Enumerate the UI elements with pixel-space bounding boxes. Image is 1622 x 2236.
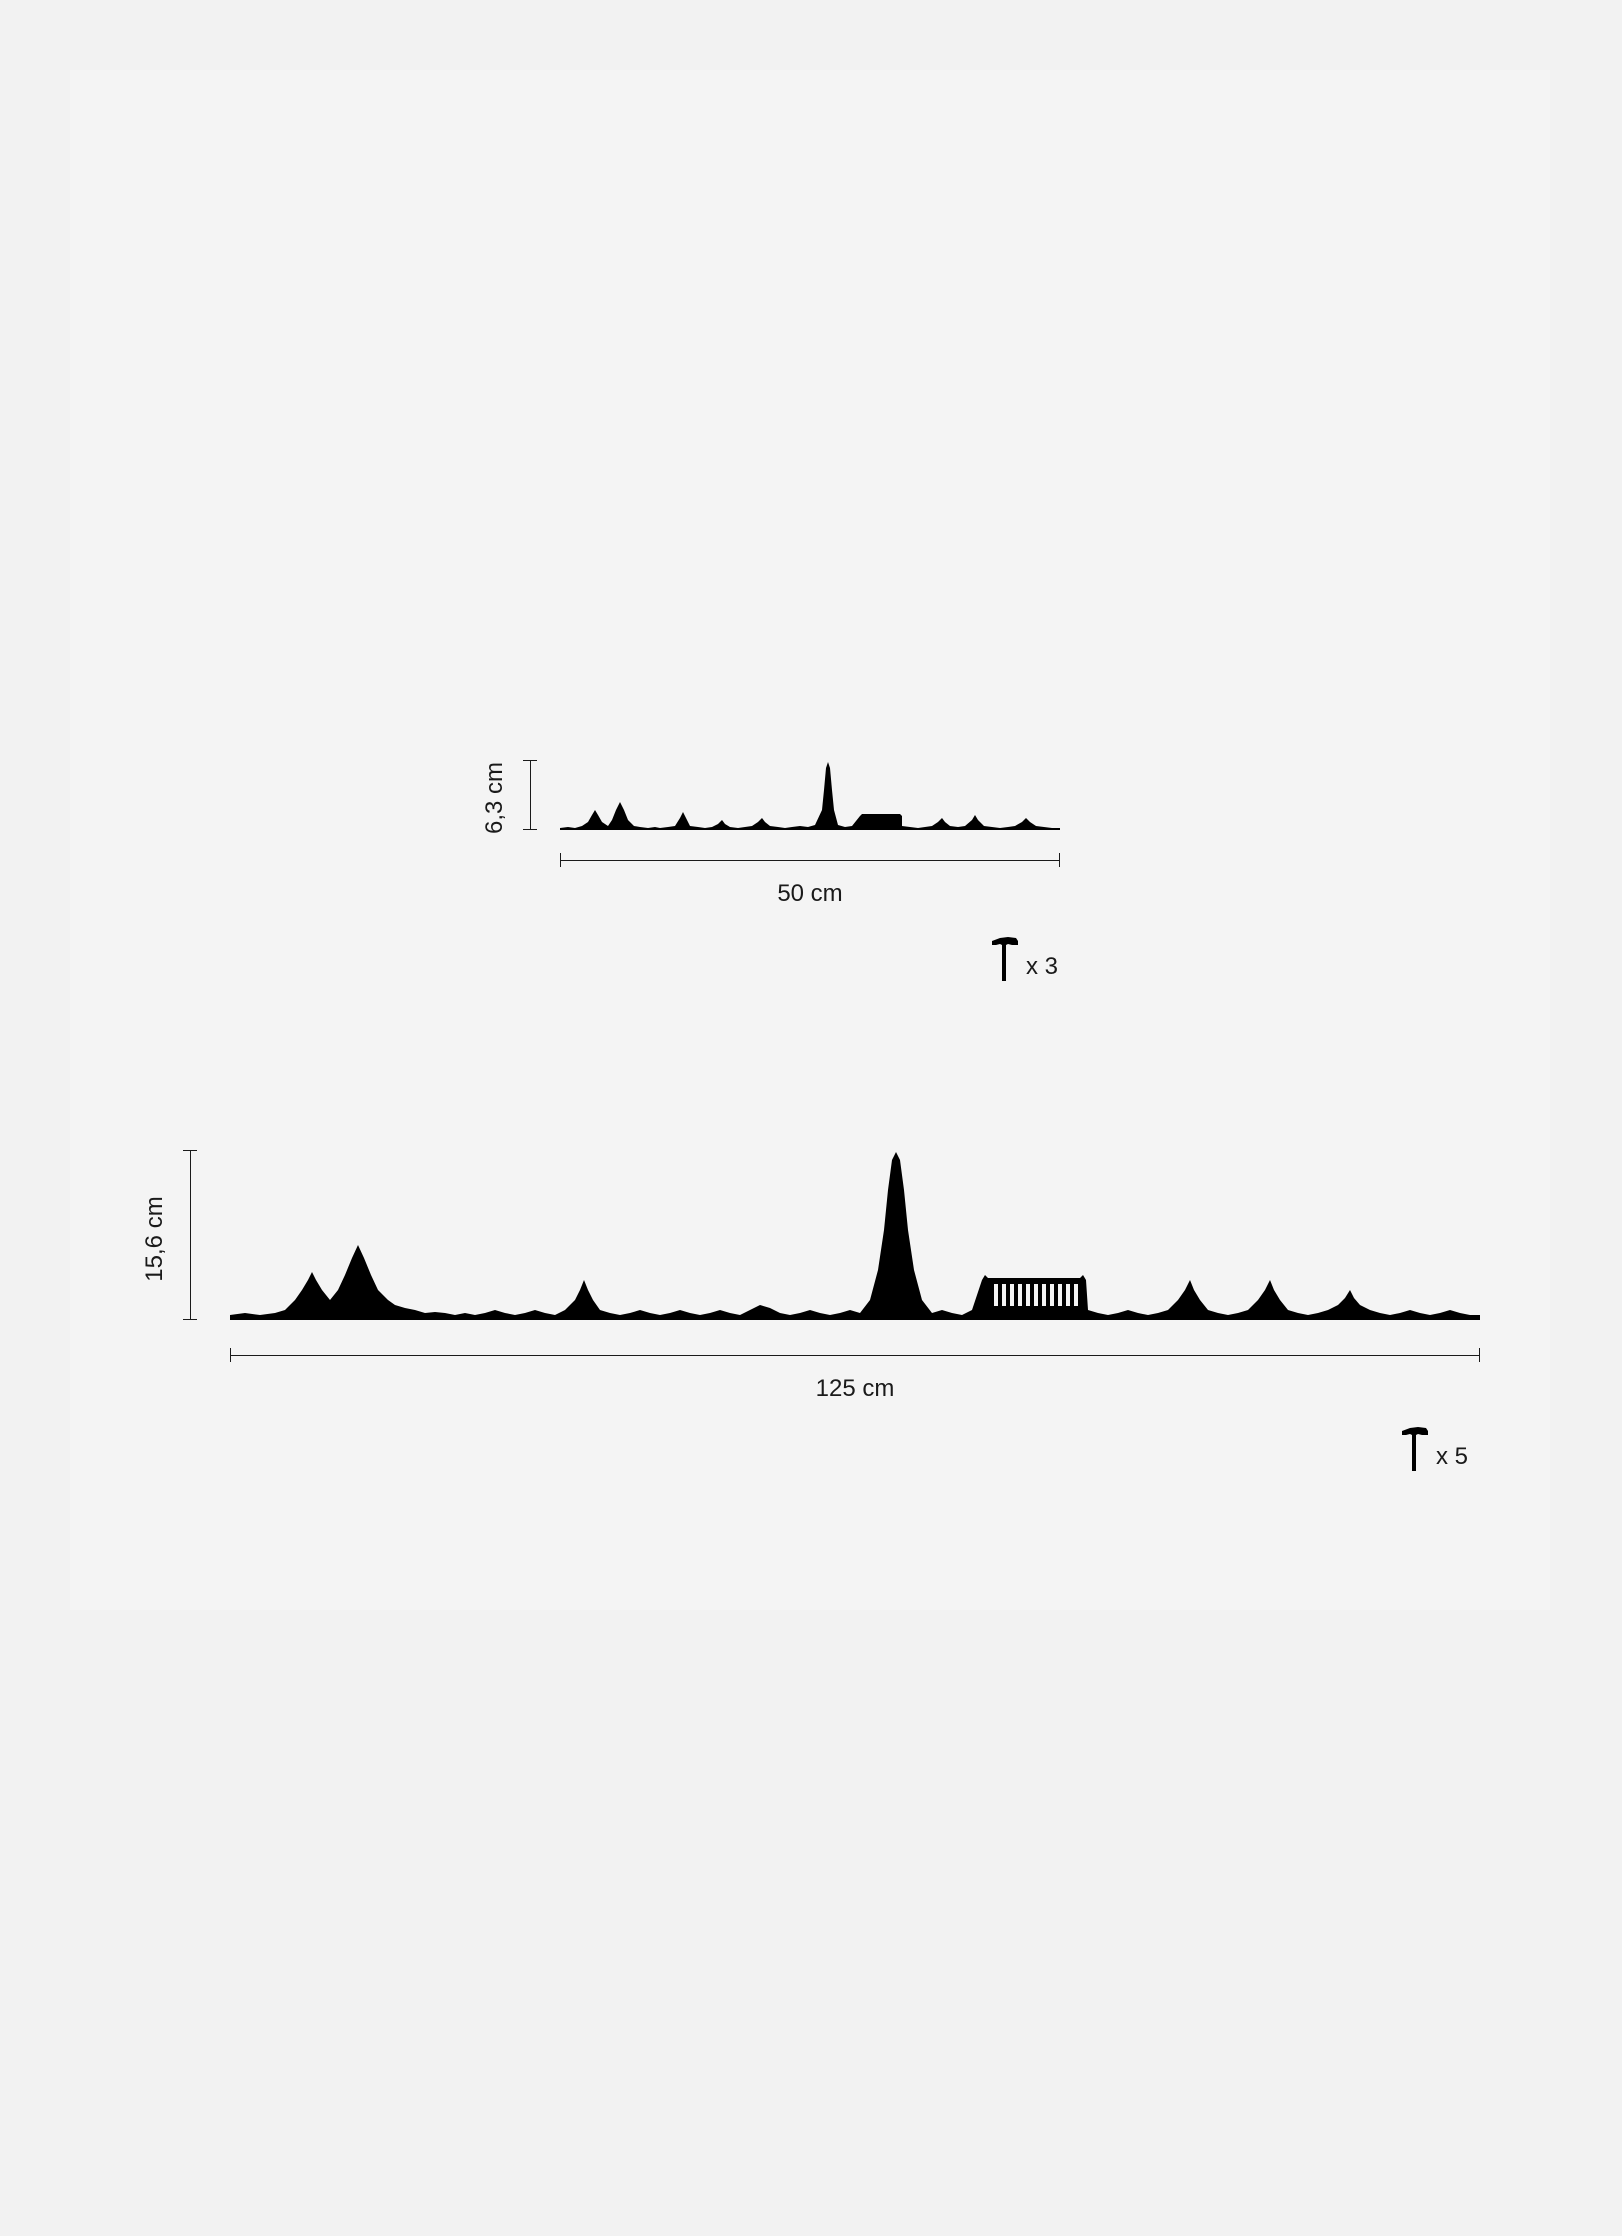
large-skyline-diagram: 15,6 cm 125 cm x 5 [120, 1130, 1500, 1550]
small-nails-count: x 3 [1026, 953, 1058, 983]
small-height-dim-line [530, 760, 531, 830]
small-width-label: 50 cm [560, 880, 1060, 908]
hammer-icon [990, 935, 1020, 983]
product-dimensions-card: 6,3 cm 50 cm x 3 15,6 cm [70, 70, 1550, 1610]
small-width-dim-line [560, 860, 1060, 861]
hammer-icon [1400, 1425, 1430, 1473]
small-height-label: 6,3 cm [481, 764, 509, 834]
large-width-label: 125 cm [230, 1375, 1480, 1403]
large-nails-count: x 5 [1436, 1443, 1468, 1473]
large-height-dim-line [190, 1150, 191, 1320]
large-width-dim-line [230, 1355, 1480, 1356]
large-height-label: 15,6 cm [141, 1194, 169, 1284]
large-skyline-silhouette [230, 1150, 1480, 1328]
large-nails-indicator: x 5 [1400, 1425, 1468, 1473]
small-skyline-silhouette [560, 760, 1060, 835]
small-nails-indicator: x 3 [990, 935, 1058, 983]
small-skyline-diagram: 6,3 cm 50 cm x 3 [460, 730, 1080, 990]
